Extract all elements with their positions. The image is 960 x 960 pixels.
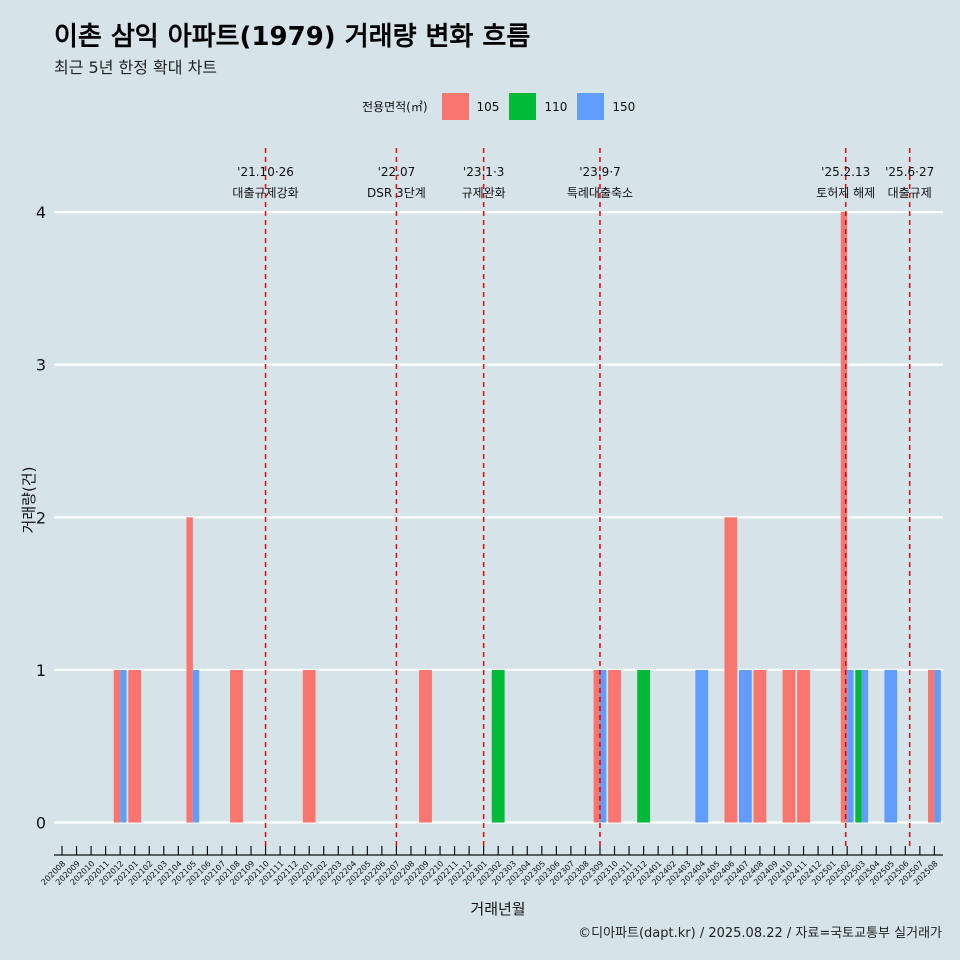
bar-150-202012 xyxy=(120,669,127,823)
event-name-label: 토허제 해제 xyxy=(816,186,875,200)
event-name-label: 대출규제강화 xyxy=(232,186,298,200)
bar-105-202108 xyxy=(230,669,243,823)
bar-105-202101 xyxy=(128,669,142,823)
bar-105-202105 xyxy=(186,517,193,823)
legend-label-110: 110 xyxy=(544,99,568,114)
bar-105-202508 xyxy=(928,669,935,823)
bar-150-202309 xyxy=(599,669,607,823)
bar-105-202209 xyxy=(419,669,432,823)
event-name-label: 특례대출축소 xyxy=(567,186,633,200)
bar-150-202503 xyxy=(861,669,869,823)
y-tick-label: 0 xyxy=(36,814,46,833)
y-axis-title: 거래량(건) xyxy=(20,467,38,534)
bar-105-202408 xyxy=(753,669,767,823)
bar-105-202406 xyxy=(724,517,738,823)
y-tick-label: 3 xyxy=(36,356,46,375)
bar-105-202012 xyxy=(113,669,121,823)
legend-item-110: 110 xyxy=(509,93,567,120)
legend-label-150: 150 xyxy=(612,99,636,114)
event-date-label: '25.2.13 xyxy=(821,165,870,179)
y-tick-label: 1 xyxy=(36,661,46,680)
legend-swatch-150 xyxy=(577,93,605,120)
y-tick-label: 4 xyxy=(36,203,46,222)
event-date-label: '22.07 xyxy=(378,165,416,179)
chart-title: 이촌 삼익 아파트(1979) 거래량 변화 흐름 xyxy=(54,22,531,52)
bar-110-202312 xyxy=(637,669,650,823)
bar-105-202410 xyxy=(782,669,796,823)
legend-swatch-105 xyxy=(441,93,469,120)
event-date-label: '21.10·26 xyxy=(237,165,294,179)
event-date-label: '23.9·7 xyxy=(579,165,620,179)
legend: 전용면적(㎡) 105 110 150 xyxy=(362,93,645,120)
bar-105-202309 xyxy=(593,669,600,823)
bar-150-202105 xyxy=(192,669,200,823)
bar-150-202407 xyxy=(738,669,752,823)
y-tick-label: 2 xyxy=(36,508,46,527)
bar-150-202502 xyxy=(847,669,854,823)
legend-title: 전용면적(㎡) xyxy=(362,100,428,114)
bar-105-202411 xyxy=(797,669,810,823)
legend-item-105: 105 xyxy=(441,93,500,120)
bar-105-202502 xyxy=(840,212,848,823)
bar-150-202404 xyxy=(695,669,709,823)
bar-110-202302 xyxy=(491,669,505,823)
event-date-label: '25.6·27 xyxy=(885,165,934,179)
bar-150-202508 xyxy=(934,669,941,823)
source-caption: ©디아파트(dapt.kr) / 2025.08.22 / 자료=국토교통부 실… xyxy=(578,926,942,941)
bar-110-202503 xyxy=(855,669,862,823)
legend-item-150: 150 xyxy=(577,93,635,120)
event-name-label: 대출규제 xyxy=(888,186,932,200)
x-axis-title: 거래년월 xyxy=(470,900,525,918)
bar-105-202201 xyxy=(302,669,316,823)
chart-subtitle: 최근 5년 한정 확대 차트 xyxy=(54,58,218,77)
event-name-label: DSR 3단계 xyxy=(367,186,426,200)
legend-swatch-110 xyxy=(509,93,537,120)
event-date-label: '23.1·3 xyxy=(463,165,504,179)
bar-105-202310 xyxy=(608,669,621,823)
bar-150-202505 xyxy=(884,669,898,823)
event-name-label: 규제완화 xyxy=(462,186,506,200)
legend-label-105: 105 xyxy=(476,99,500,114)
